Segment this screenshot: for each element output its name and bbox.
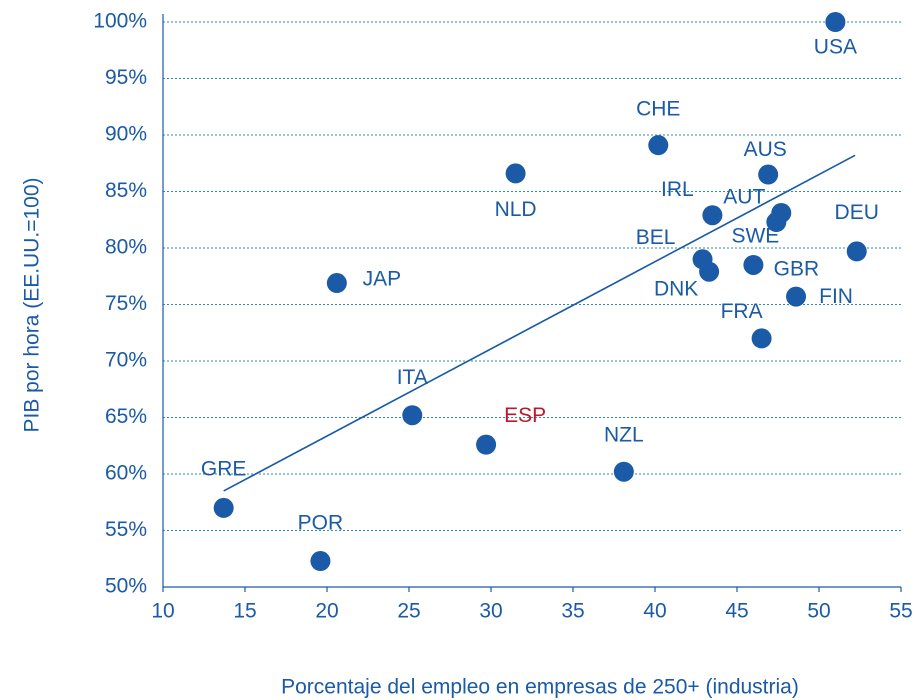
point bbox=[476, 434, 497, 455]
point-label: ITA bbox=[397, 366, 428, 389]
point bbox=[310, 551, 331, 572]
point-label: CHE bbox=[636, 98, 680, 121]
point-label: NZL bbox=[604, 423, 644, 446]
point bbox=[766, 212, 787, 233]
point-label: DNK bbox=[654, 277, 698, 300]
x-tick-label: 55 bbox=[889, 600, 912, 623]
point-label: NLD bbox=[495, 198, 537, 221]
point-label: AUS bbox=[744, 138, 787, 161]
point bbox=[846, 241, 867, 262]
point-label: GBR bbox=[774, 257, 820, 280]
point-label: BEL bbox=[636, 226, 676, 249]
point bbox=[613, 461, 634, 482]
point-label: AUT bbox=[723, 186, 765, 209]
y-axis-label: PIB por hora (EE.UU.=100) bbox=[21, 177, 44, 432]
x-tick-label: 10 bbox=[151, 600, 174, 623]
x-axis-label: Porcentaje del empleo en empresas de 250… bbox=[281, 676, 799, 699]
point bbox=[702, 205, 723, 226]
point bbox=[505, 163, 526, 184]
point-label: DEU bbox=[835, 201, 879, 224]
point bbox=[648, 135, 669, 156]
point-label: FIN bbox=[819, 285, 853, 308]
point-label: FRA bbox=[721, 300, 763, 323]
x-tick-label: 15 bbox=[233, 600, 256, 623]
y-tick-label: 55% bbox=[105, 518, 147, 541]
point bbox=[699, 261, 720, 282]
point-label: IRL bbox=[661, 178, 694, 201]
x-tick-label: 30 bbox=[479, 600, 502, 623]
point bbox=[213, 497, 234, 518]
y-tick-label: 60% bbox=[105, 462, 147, 485]
x-tick-label: 25 bbox=[397, 600, 420, 623]
y-tick-label: 50% bbox=[105, 575, 147, 598]
trendline bbox=[223, 154, 856, 492]
y-tick-label: 90% bbox=[105, 123, 147, 146]
y-tick-label: 75% bbox=[105, 292, 147, 315]
x-tick-label: 35 bbox=[561, 600, 584, 623]
point-label: JAP bbox=[363, 268, 402, 291]
point bbox=[751, 328, 772, 349]
y-tick-label: 80% bbox=[105, 236, 147, 259]
point bbox=[786, 286, 807, 307]
x-tick-label: 20 bbox=[315, 600, 338, 623]
x-tick-label: 40 bbox=[643, 600, 666, 623]
point bbox=[326, 273, 347, 294]
x-tick-label: 50 bbox=[807, 600, 830, 623]
point-label: USA bbox=[814, 36, 857, 59]
point-label: SWE bbox=[731, 225, 779, 248]
y-tick-label: 95% bbox=[105, 66, 147, 89]
point bbox=[758, 164, 779, 185]
x-tick-label: 45 bbox=[725, 600, 748, 623]
point bbox=[825, 12, 846, 32]
point bbox=[402, 405, 423, 426]
y-tick-label: 70% bbox=[105, 349, 147, 372]
y-tick-label: 85% bbox=[105, 179, 147, 202]
y-tick-label: 100% bbox=[93, 10, 147, 33]
point-label: POR bbox=[298, 512, 344, 535]
point-label: ESP bbox=[504, 404, 546, 427]
point bbox=[743, 254, 764, 275]
point-label: GRE bbox=[201, 457, 247, 480]
y-tick-label: 65% bbox=[105, 405, 147, 428]
